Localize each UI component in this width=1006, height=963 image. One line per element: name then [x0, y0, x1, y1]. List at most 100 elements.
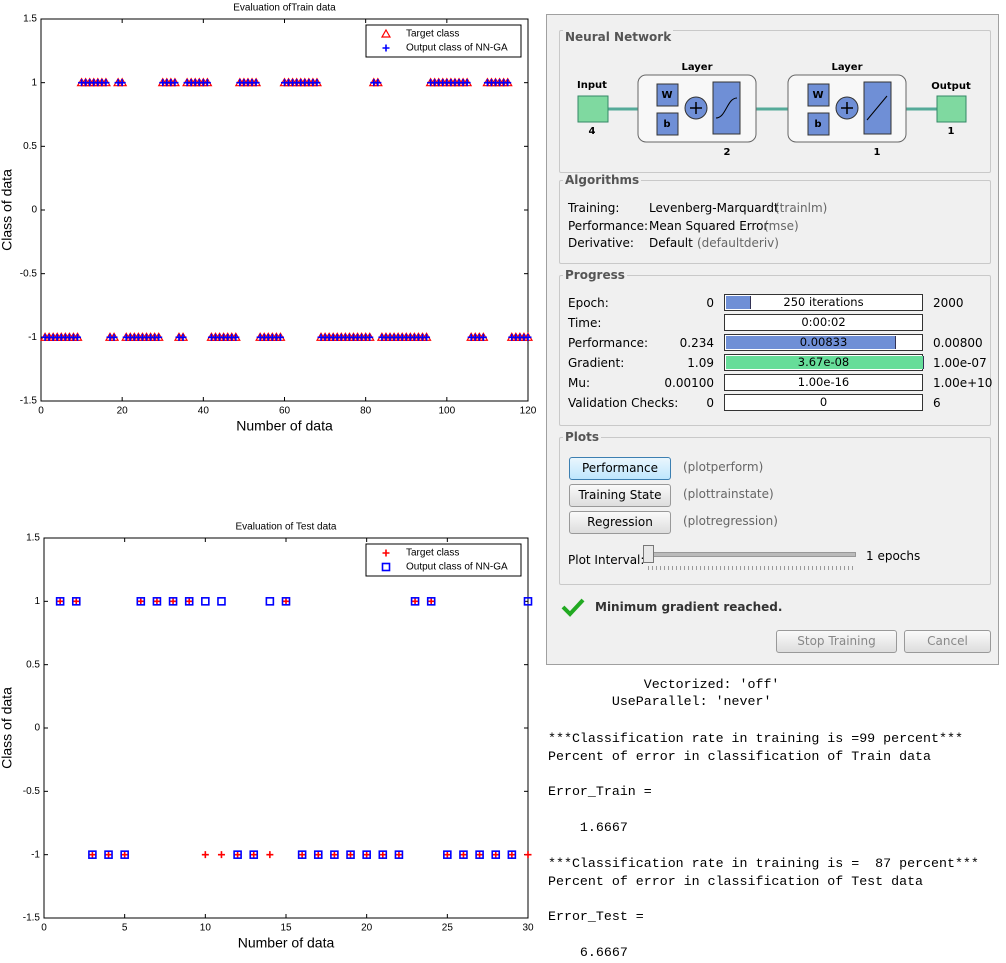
- square-marker: [523, 597, 533, 606]
- plus-marker: [479, 333, 487, 341]
- plus-marker: [110, 333, 118, 341]
- weight-label: W: [812, 90, 823, 101]
- plot-function: (plottrainstate): [683, 487, 774, 501]
- panel-title: Progress: [563, 268, 627, 282]
- square-marker: [281, 597, 291, 606]
- progress-text: 0.00833: [799, 335, 848, 349]
- plus-marker: [232, 333, 240, 341]
- console-line: ***Classification rate in training is =9…: [548, 731, 963, 746]
- plus-marker: [366, 333, 374, 341]
- plot-area: [43, 537, 529, 919]
- transfer-curve: [715, 97, 738, 119]
- algorithm-value: Default: [649, 236, 693, 250]
- plus-marker: [105, 851, 113, 859]
- progress-panel: [559, 275, 991, 426]
- y-tick-label: 1: [34, 596, 40, 607]
- square-marker: [378, 850, 388, 859]
- plus-marker: [234, 851, 242, 859]
- plus-marker: [382, 44, 390, 52]
- progress-end: 1.00e+10: [933, 376, 993, 390]
- slider-thumb[interactable]: [643, 545, 654, 563]
- square-marker: [394, 850, 404, 859]
- console-line: ***Classification rate in training is = …: [548, 856, 979, 871]
- y-tick-label: -0.5: [23, 786, 41, 797]
- plus-marker: [347, 851, 355, 859]
- y-tick-label: -0.5: [20, 268, 38, 279]
- progress-label: Validation Checks:: [568, 396, 679, 410]
- x-tick-label: 40: [198, 406, 210, 417]
- slider-ticks: [648, 566, 855, 570]
- x-axis-label: Number of data: [236, 418, 333, 434]
- transfer-curve: [866, 95, 888, 121]
- weight-box: [656, 83, 679, 107]
- output-size: 1: [948, 126, 955, 137]
- square-marker: [265, 597, 275, 606]
- input-size: 4: [589, 126, 596, 137]
- progress-start: 0.00100: [664, 376, 714, 390]
- square-marker: [201, 597, 210, 606]
- plus-marker: [423, 333, 431, 341]
- legend-label: Output class of NN-GA: [406, 43, 508, 54]
- output-box: [936, 95, 967, 123]
- plus-marker: [282, 597, 290, 605]
- x-tick-label: 20: [117, 406, 129, 417]
- plus-marker: [88, 851, 96, 859]
- plot-button[interactable]: Regression: [569, 511, 671, 534]
- square-marker: [152, 597, 162, 606]
- status: Minimum gradient reached.: [595, 600, 783, 614]
- y-axis-label: Class of data: [0, 169, 15, 251]
- plot-button[interactable]: Training State: [569, 484, 671, 507]
- progress-bar: 250 iterations: [724, 294, 923, 311]
- layer-size: 2: [724, 147, 731, 158]
- plus-marker: [459, 851, 467, 859]
- x-tick-label: 25: [442, 923, 454, 934]
- square-marker: [491, 850, 501, 859]
- progress-end: 6: [933, 396, 941, 410]
- y-tick-label: 0.5: [26, 659, 40, 670]
- console-line: Percent of error in classification of Te…: [548, 874, 924, 889]
- plus-marker: [153, 597, 161, 605]
- legend-label: Target class: [406, 29, 459, 40]
- progress-label: Time:: [568, 316, 602, 330]
- plus-marker: [72, 597, 80, 605]
- sum-sign: [841, 102, 853, 114]
- panel-title: Neural Network: [563, 30, 674, 44]
- progress-start: 1.09: [687, 356, 714, 370]
- y-tick-label: -1.5: [20, 396, 38, 407]
- x-tick-label: 5: [122, 923, 128, 934]
- plus-marker: [314, 851, 322, 859]
- network-diagram: Input 4 Layer W b 2 Layer W b 1 Output 1: [577, 62, 971, 158]
- charts: Evaluation ofTrain data Number of data Cla…: [0, 3, 537, 951]
- plus-marker: [203, 79, 211, 87]
- legend-label: Target class: [406, 548, 459, 559]
- legend: [365, 24, 522, 58]
- square-marker: [381, 562, 391, 572]
- bias-box: [807, 112, 830, 136]
- plus-marker: [330, 851, 338, 859]
- cancel-button[interactable]: Cancel: [904, 630, 991, 653]
- plus-marker: [382, 549, 390, 557]
- plus-marker: [427, 597, 435, 605]
- slider-track[interactable]: [646, 552, 856, 557]
- algorithm-function: (mse): [764, 218, 799, 233]
- network-panel: [559, 30, 991, 173]
- plus-marker: [298, 851, 306, 859]
- x-tick-label: 60: [279, 406, 291, 417]
- console-line: Error_Test =: [548, 909, 644, 924]
- progress-bar: 0: [724, 394, 923, 411]
- x-tick-label: 30: [522, 923, 534, 934]
- plus-marker: [463, 79, 471, 87]
- console-line: 6.6667: [548, 945, 628, 960]
- output-label: Output: [931, 81, 971, 92]
- plus-marker: [313, 79, 321, 87]
- square-marker: [249, 850, 259, 859]
- algorithm-function: (trainlm): [775, 201, 828, 215]
- progress-text: 0:00:02: [801, 315, 846, 329]
- plot-button[interactable]: Performance: [569, 457, 671, 480]
- console-line: Percent of error in classification of Tr…: [548, 749, 932, 764]
- y-tick-label: 1: [31, 77, 37, 88]
- stop-button[interactable]: Stop Training: [776, 630, 897, 653]
- console-line: Error_Train =: [548, 784, 652, 799]
- algorithms-panel: [559, 180, 991, 264]
